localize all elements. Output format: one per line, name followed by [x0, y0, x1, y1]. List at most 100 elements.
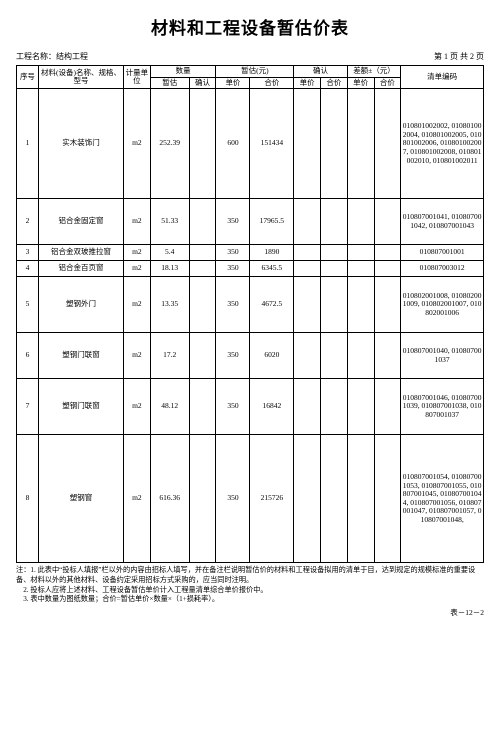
page-info: 第 1 页 共 2 页 [434, 51, 484, 62]
cell-unit: m2 [124, 379, 151, 435]
cell-conf_unit [294, 277, 321, 333]
cell-conf_total [321, 199, 348, 245]
table-row: 8塑钢窗m2616.36350215726010807001054, 01080… [17, 435, 484, 563]
th-qty-group: 数量 [150, 66, 216, 78]
cell-unit: m2 [124, 89, 151, 199]
cell-diff_unit [347, 435, 374, 563]
cell-name: 铝合金百页窗 [38, 261, 123, 277]
cell-codes: 010807003012 [401, 261, 484, 277]
cell-unit: m2 [124, 245, 151, 261]
cell-conf_total [321, 379, 348, 435]
cell-qty_conf [189, 261, 216, 277]
cell-diff_unit [347, 199, 374, 245]
cell-price_unit: 600 [216, 89, 250, 199]
cell-diff_unit [347, 261, 374, 277]
cell-unit: m2 [124, 333, 151, 379]
table-row: 3铝合金双玻推拉窗m25.43501890010807001001 [17, 245, 484, 261]
cell-qty_est: 51.33 [150, 199, 189, 245]
cell-price_unit: 350 [216, 245, 250, 261]
th-code: 清单编码 [401, 66, 484, 89]
table-head: 序号 材料(设备)名称、规格、型号 计量单位 数量 暂估(元) 确认 差额±（元… [17, 66, 484, 89]
cell-diff_total [374, 89, 401, 199]
cell-conf_total [321, 245, 348, 261]
cell-conf_unit [294, 89, 321, 199]
th-price-unit: 单价 [216, 77, 250, 89]
note-3: 3. 表中数量为图纸数量；合价=暂估单价×数量×（1+损耗率）。 [23, 595, 219, 603]
cell-codes: 010807001041, 010807001042, 010807001043 [401, 199, 484, 245]
cell-conf_unit [294, 435, 321, 563]
cell-qty_est: 5.4 [150, 245, 189, 261]
cell-codes: 010807001040, 010807001037 [401, 333, 484, 379]
cell-diff_unit [347, 277, 374, 333]
cell-seq: 7 [17, 379, 39, 435]
cell-price_unit: 350 [216, 277, 250, 333]
cell-diff_total [374, 245, 401, 261]
cell-seq: 1 [17, 89, 39, 199]
cell-price_total: 17965.5 [250, 199, 294, 245]
cell-qty_conf [189, 435, 216, 563]
cell-diff_unit [347, 379, 374, 435]
cell-qty_conf [189, 379, 216, 435]
cell-price_total: 6020 [250, 333, 294, 379]
cell-name: 铝合金双玻推拉窗 [38, 245, 123, 261]
cell-seq: 2 [17, 199, 39, 245]
cell-codes: 010802001008, 010802001009, 010802001007… [401, 277, 484, 333]
cell-price_unit: 350 [216, 379, 250, 435]
th-qty-est: 暂估 [150, 77, 189, 89]
th-name: 材料(设备)名称、规格、型号 [38, 66, 123, 89]
meta-row: 工程名称：结构工程 第 1 页 共 2 页 [16, 51, 484, 62]
cell-codes: 010807001001 [401, 245, 484, 261]
cell-qty_est: 17.2 [150, 333, 189, 379]
footer-code: 表－12－2 [16, 607, 484, 618]
cell-diff_total [374, 277, 401, 333]
cell-diff_unit [347, 245, 374, 261]
note-2: 2. 投标人应将上述材料、工程设备暂估单价计入工程量清单综合单价报价中。 [23, 586, 267, 594]
cell-name: 塑钢外门 [38, 277, 123, 333]
page: 材料和工程设备暂估价表 工程名称：结构工程 第 1 页 共 2 页 序号 材料(… [0, 0, 500, 626]
project-name: 结构工程 [56, 52, 88, 61]
cell-qty_conf [189, 89, 216, 199]
page-title: 材料和工程设备暂估价表 [16, 14, 484, 39]
project-meta: 工程名称：结构工程 [16, 51, 88, 62]
cell-qty_conf [189, 199, 216, 245]
cell-seq: 3 [17, 245, 39, 261]
th-conf-total: 合价 [321, 77, 348, 89]
th-diff-unit: 单价 [347, 77, 374, 89]
cell-diff_total [374, 333, 401, 379]
cell-name: 实木装饰门 [38, 89, 123, 199]
cell-diff_total [374, 261, 401, 277]
th-diff-total: 合价 [374, 77, 401, 89]
cell-price_unit: 350 [216, 435, 250, 563]
cell-conf_unit [294, 379, 321, 435]
cell-price_unit: 350 [216, 261, 250, 277]
cell-codes: 010807001054, 010807001053, 010807001055… [401, 435, 484, 563]
cell-conf_total [321, 277, 348, 333]
table-row: 6塑钢门联窗m217.23506020010807001040, 0108070… [17, 333, 484, 379]
cell-conf_total [321, 333, 348, 379]
cell-seq: 8 [17, 435, 39, 563]
cell-unit: m2 [124, 199, 151, 245]
cell-unit: m2 [124, 261, 151, 277]
cell-price_total: 6345.5 [250, 261, 294, 277]
cell-name: 塑钢门联窗 [38, 333, 123, 379]
cell-qty_est: 13.35 [150, 277, 189, 333]
cell-diff_unit [347, 89, 374, 199]
th-conf-group: 确认 [294, 66, 348, 78]
cell-codes: 010807001046, 010807001039, 010807001038… [401, 379, 484, 435]
cell-conf_total [321, 435, 348, 563]
th-qty-conf: 确认 [189, 77, 216, 89]
table-row: 2铝合金固定窗m251.3335017965.5010807001041, 01… [17, 199, 484, 245]
cell-price_total: 16842 [250, 379, 294, 435]
cell-conf_total [321, 89, 348, 199]
cell-price_total: 215726 [250, 435, 294, 563]
cell-qty_est: 252.39 [150, 89, 189, 199]
cell-conf_unit [294, 333, 321, 379]
cell-diff_unit [347, 333, 374, 379]
th-diff-group: 差额±（元） [347, 66, 401, 78]
table-row: 4铝合金百页窗m218.133506345.5010807003012 [17, 261, 484, 277]
cell-price_unit: 350 [216, 333, 250, 379]
table-row: 5塑钢外门m213.353504672.5010802001008, 01080… [17, 277, 484, 333]
cell-name: 铝合金固定窗 [38, 199, 123, 245]
cell-price_total: 4672.5 [250, 277, 294, 333]
cell-unit: m2 [124, 277, 151, 333]
